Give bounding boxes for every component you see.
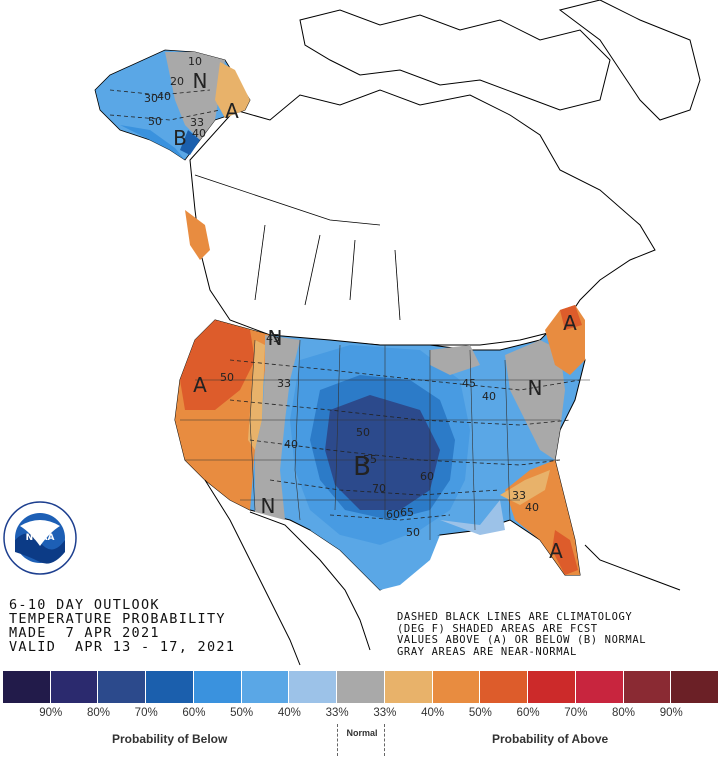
svg-text:50: 50	[356, 426, 370, 439]
svg-text:33: 33	[277, 377, 291, 390]
legend-percent-labels: 90% 80% 70% 60% 50% 40% 33% 33% 40% 50% …	[3, 707, 719, 723]
svg-text:45: 45	[266, 332, 280, 345]
above-caption: Probability of Above	[492, 732, 609, 746]
svg-text:70: 70	[372, 482, 386, 495]
canada-landmass	[189, 0, 701, 346]
normal-divider-left	[337, 724, 338, 756]
legend-label: 40%	[277, 707, 301, 719]
legend-label: 50%	[468, 707, 492, 719]
map-notes: DASHED BLACK LINES ARE CLIMATOLOGY (DEG …	[397, 611, 715, 658]
legend-swatch	[193, 671, 242, 703]
svg-text:40: 40	[482, 390, 496, 403]
legend-label: 70%	[134, 707, 158, 719]
svg-text:30: 30	[144, 92, 158, 105]
canada-province-borders	[194, 174, 401, 321]
plains-below-letter: B	[353, 452, 371, 482]
legend-label: 33%	[373, 707, 397, 719]
title-line-4: VALID APR 13 - 17, 2021	[9, 639, 236, 655]
svg-text:40: 40	[525, 501, 539, 514]
state-borders	[180, 339, 590, 540]
svg-text:55: 55	[363, 453, 377, 466]
legend-label: 50%	[230, 707, 254, 719]
svg-text:60: 60	[420, 470, 434, 483]
svg-text:40: 40	[192, 127, 206, 140]
ohio-valley-normal-letter: N	[528, 376, 543, 400]
svg-text:50: 50	[220, 371, 234, 384]
legend-swatch	[575, 671, 624, 703]
legend-swatch	[528, 671, 576, 703]
svg-text:10: 10	[188, 55, 202, 68]
bc-coast-orange	[185, 210, 210, 260]
alaska-below-letter: B	[173, 126, 187, 150]
legend-label: 33%	[325, 707, 349, 719]
legend-label: 90%	[659, 707, 683, 719]
noaa-logo: NOAA	[3, 501, 77, 575]
svg-text:50: 50	[148, 115, 162, 128]
legend-label: 80%	[612, 707, 636, 719]
legend-swatch	[146, 671, 194, 703]
note-line-1: DASHED BLACK LINES ARE CLIMATOLOGY	[397, 611, 633, 623]
svg-text:60: 60	[386, 508, 400, 521]
alaska-normal-letter: N	[193, 69, 208, 93]
legend-label: 70%	[564, 707, 588, 719]
northeast-above-letter: A	[563, 311, 577, 335]
legend-swatch	[432, 671, 481, 703]
category-letters: B N A A N N B A N A	[173, 69, 577, 563]
northern-rockies-normal-letter: N	[268, 326, 283, 350]
contour-labels: 10 20 30 40 50 33 40 50 45 33 40 50 55 6…	[144, 55, 539, 539]
svg-text:33: 33	[512, 489, 526, 502]
legend-color-bar	[3, 671, 719, 703]
mexico-outline	[204, 479, 681, 666]
svg-text:65: 65	[400, 506, 414, 519]
legend-label: 40%	[421, 707, 445, 719]
legend-label: 60%	[516, 707, 540, 719]
svg-text:40: 40	[284, 438, 298, 451]
florida-above-letter: A	[549, 539, 563, 563]
svg-text:50: 50	[406, 526, 420, 539]
note-line-2: (DEG F) SHADED AREAS ARE FCST	[397, 622, 598, 635]
legend-swatch	[50, 671, 99, 703]
legend-label: 80%	[86, 707, 110, 719]
title-line-2: TEMPERATURE PROBABILITY	[9, 611, 226, 627]
title-line-1: 6-10 DAY OUTLOOK	[9, 597, 160, 613]
noaa-logo-text: NOAA	[26, 533, 55, 543]
svg-text:45: 45	[462, 377, 476, 390]
legend-swatch	[98, 671, 147, 703]
legend-label: 60%	[182, 707, 206, 719]
normal-divider-right	[384, 724, 385, 756]
legend-swatch	[3, 671, 51, 703]
west-above-letter: A	[193, 373, 207, 397]
legend-swatch	[384, 671, 433, 703]
legend-swatch	[289, 671, 338, 703]
legend-swatch	[623, 671, 672, 703]
conus	[174, 305, 586, 591]
note-line-4: GRAY AREAS ARE NEAR-NORMAL	[397, 645, 577, 658]
svg-text:20: 20	[170, 75, 184, 88]
svg-text:33: 33	[190, 116, 204, 129]
southern-rockies-normal-letter: N	[261, 494, 276, 518]
legend-label: 90%	[39, 707, 63, 719]
note-line-3: VALUES ABOVE (A) OR BELOW (B) NORMAL	[397, 634, 647, 646]
below-caption: Probability of Below	[112, 732, 228, 746]
normal-caption: Normal	[346, 728, 378, 738]
svg-text:40: 40	[157, 90, 171, 103]
legend-swatch	[337, 671, 385, 703]
alaska	[94, 49, 251, 161]
title-line-3: MADE 7 APR 2021	[9, 625, 160, 641]
legend-swatch	[241, 671, 290, 703]
legend-swatch	[671, 671, 719, 703]
outlook-map: B N A A N N B A N A 10 20 30 40 50 33 40…	[94, 0, 701, 666]
legend-swatch	[480, 671, 529, 703]
outlook-title-block: 6-10 DAY OUTLOOK TEMPERATURE PROBABILITY…	[9, 598, 289, 654]
climatology-dashed-lines	[109, 89, 581, 521]
alaska-above-letter: A	[225, 99, 239, 123]
